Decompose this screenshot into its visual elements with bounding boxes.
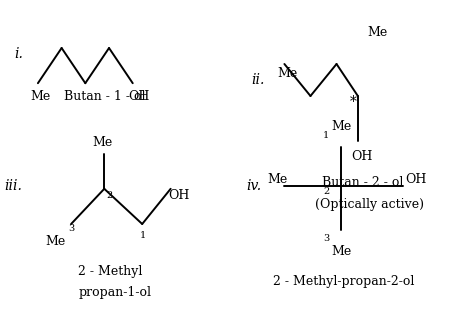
Text: 3: 3 <box>323 234 329 243</box>
Text: Butan - 1 - ol: Butan - 1 - ol <box>64 90 146 102</box>
Text: Me: Me <box>31 90 51 102</box>
Text: 2 - Methyl-propan-2-ol: 2 - Methyl-propan-2-ol <box>273 275 414 288</box>
Text: OH: OH <box>168 189 190 202</box>
Text: OH: OH <box>405 173 427 186</box>
Text: propan-1-ol: propan-1-ol <box>78 286 151 299</box>
Text: Me: Me <box>332 120 352 133</box>
Text: Me: Me <box>45 235 65 248</box>
Text: 3: 3 <box>69 224 75 233</box>
Text: Me: Me <box>268 173 288 186</box>
Text: 2 - Methyl: 2 - Methyl <box>78 266 143 278</box>
Text: (Optically active): (Optically active) <box>315 198 424 211</box>
Text: i.: i. <box>14 47 23 61</box>
Text: Me: Me <box>277 67 298 80</box>
Text: ii.: ii. <box>251 73 264 87</box>
Text: 1: 1 <box>140 231 146 240</box>
Text: Me: Me <box>332 245 352 258</box>
Text: iii.: iii. <box>5 179 23 193</box>
Text: iv.: iv. <box>246 179 262 193</box>
Text: OH: OH <box>351 150 372 163</box>
Text: Me: Me <box>367 26 388 38</box>
Text: 2: 2 <box>106 191 112 200</box>
Text: Butan - 2 - ol: Butan - 2 - ol <box>322 176 404 189</box>
Text: *: * <box>350 95 357 109</box>
Text: Me: Me <box>92 136 113 149</box>
Text: 2: 2 <box>323 188 329 196</box>
Text: 1: 1 <box>323 132 329 140</box>
Text: OH: OH <box>128 90 149 102</box>
